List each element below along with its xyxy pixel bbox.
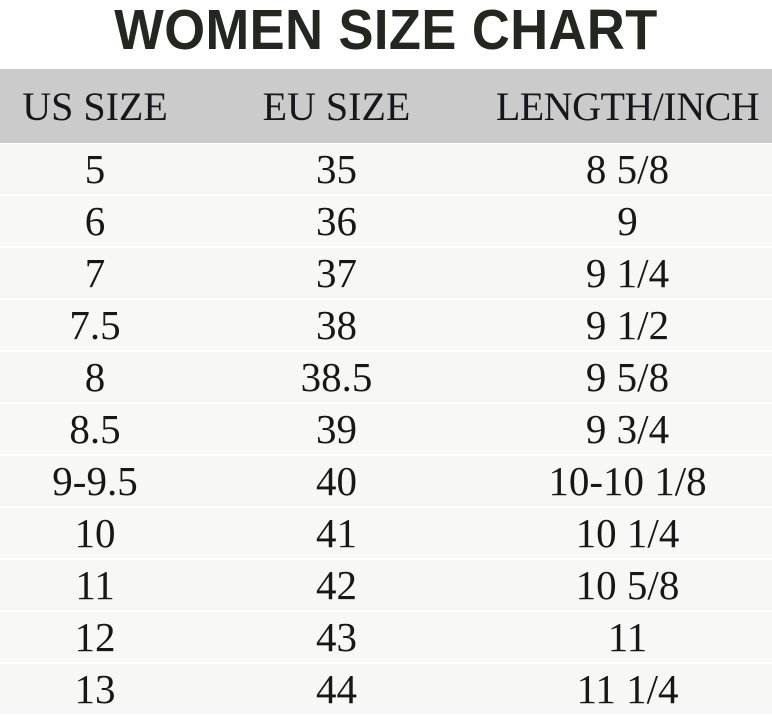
table-row: 13 44 11 1/4 [0,663,772,716]
table-row: 5 35 8 5/8 [0,143,772,196]
cell-length-inch: 10-10 1/8 [483,455,772,508]
cell-us-size: 12 [0,611,190,664]
cell-eu-size: 42 [190,559,483,612]
size-chart-table: US SIZE EU SIZE LENGTH/INCH 5 35 8 5/8 6 36 9… [0,69,772,716]
cell-eu-size: 35 [190,143,483,196]
cell-length-inch: 9 5/8 [483,351,772,404]
table-row: 9-9.5 40 10-10 1/8 [0,455,772,508]
cell-us-size: 5 [0,143,190,196]
cell-length-inch: 10 5/8 [483,559,772,612]
cell-us-size: 8.5 [0,403,190,456]
page-title: WOMEN SIZE CHART [114,0,658,62]
cell-us-size: 7.5 [0,299,190,352]
cell-eu-size: 38.5 [190,351,483,404]
cell-eu-size: 41 [190,507,483,560]
cell-us-size: 8 [0,351,190,404]
table-row: 7.5 38 9 1/2 [0,299,772,352]
cell-us-size: 9-9.5 [0,455,190,508]
column-header-length-inch: LENGTH/INCH [483,69,772,144]
cell-eu-size: 40 [190,455,483,508]
cell-eu-size: 43 [190,611,483,664]
cell-length-inch: 11 [483,611,772,664]
table-row: 8 38.5 9 5/8 [0,351,772,404]
cell-us-size: 7 [0,247,190,300]
cell-length-inch: 11 1/4 [483,663,772,716]
cell-length-inch: 9 1/4 [483,247,772,300]
cell-length-inch: 8 5/8 [483,143,772,196]
cell-eu-size: 38 [190,299,483,352]
cell-us-size: 13 [0,663,190,716]
table-row: 10 41 10 1/4 [0,507,772,560]
table-body: 5 35 8 5/8 6 36 9 7 37 9 1/4 7.5 38 9 1/2 8 38.5 9 5/8… [0,143,772,716]
cell-us-size: 10 [0,507,190,560]
cell-eu-size: 36 [190,195,483,248]
table-row: 12 43 11 [0,611,772,664]
table-row: 8.5 39 9 3/4 [0,403,772,456]
cell-length-inch: 9 3/4 [483,403,772,456]
cell-length-inch: 9 [483,195,772,248]
cell-eu-size: 37 [190,247,483,300]
table-header: US SIZE EU SIZE LENGTH/INCH [0,69,772,144]
cell-length-inch: 10 1/4 [483,507,772,560]
table-header-row: US SIZE EU SIZE LENGTH/INCH [0,69,772,144]
cell-eu-size: 39 [190,403,483,456]
cell-us-size: 6 [0,195,190,248]
table-row: 11 42 10 5/8 [0,559,772,612]
cell-us-size: 11 [0,559,190,612]
table-row: 7 37 9 1/4 [0,247,772,300]
table-row: 6 36 9 [0,195,772,248]
column-header-eu-size: EU SIZE [190,69,483,144]
cell-length-inch: 9 1/2 [483,299,772,352]
column-header-us-size: US SIZE [0,69,190,144]
cell-eu-size: 44 [190,663,483,716]
